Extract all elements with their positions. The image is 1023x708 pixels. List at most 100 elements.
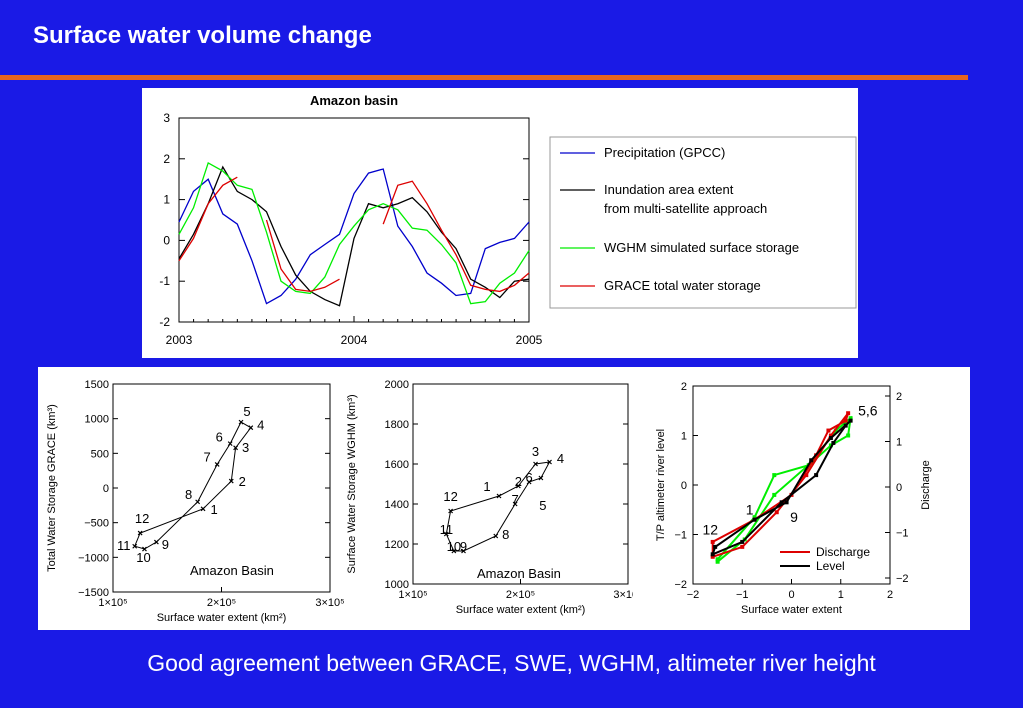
point-label: 7	[204, 449, 211, 464]
series-marker-1	[831, 440, 836, 445]
series-marker-1	[843, 423, 848, 428]
series-marker-0	[710, 554, 715, 559]
y-tick-label: −1	[674, 530, 687, 542]
x-tick-label: 1×10⁵	[398, 589, 427, 601]
point-label: 5,6	[858, 403, 878, 419]
chart-annotation: Amazon Basin	[190, 563, 274, 578]
series-marker-0	[843, 418, 848, 423]
x-tick-label: 1	[838, 589, 844, 601]
x-axis-label: Surface water extent (km²)	[456, 604, 586, 616]
y-tick-label-right: −2	[896, 573, 909, 585]
y-tick-label: 0	[103, 483, 109, 495]
x-tick-label: 3×10⁵	[315, 597, 344, 609]
point-label: 2	[515, 474, 522, 489]
series-marker-1	[809, 458, 814, 463]
y-tick-label: 1000	[385, 579, 409, 591]
point-label: 8	[185, 487, 192, 502]
point-label: 3	[532, 444, 539, 459]
data-point	[248, 425, 254, 431]
y-axis-label: Total Water Storage GRACE (km³)	[46, 404, 58, 572]
point-label: 2	[239, 474, 246, 489]
y-tick-label: 1	[163, 193, 170, 207]
y-tick-label-right: 1	[896, 437, 902, 449]
scatter-panel: 1500 1000 500 0 −500 −1000 −1500 1×10⁵ 2×10⁵ 3×10…	[38, 367, 970, 630]
point-label: 5	[539, 498, 546, 513]
x-tick-label: 2003	[166, 333, 193, 347]
series-marker-1	[752, 517, 757, 522]
y-tick-label: -2	[159, 315, 170, 329]
x-tick-label: 2005	[516, 333, 543, 347]
timeseries-panel: Amazon basin 3 2 1 0 -1 -2 2003 2004 2005 Precipit…	[142, 88, 858, 358]
legend-label-1: Level	[816, 559, 845, 573]
data-point	[227, 441, 233, 447]
trajectory-line	[134, 421, 252, 550]
x-tick-label: 2	[887, 589, 893, 601]
point-label: 9	[162, 537, 169, 552]
y-axis-label: T/P altimeter river level	[655, 429, 667, 541]
series-line-2	[178, 161, 530, 305]
x-tick-label: −1	[736, 589, 749, 601]
y-tick-label: 2	[163, 152, 170, 166]
point-label: 4	[257, 418, 264, 433]
y-tick-label: 1500	[85, 379, 109, 391]
data-point	[233, 445, 239, 451]
point-label: 3	[242, 440, 249, 455]
y-tick-label: 1800	[385, 419, 409, 431]
y-tick-label: 500	[91, 448, 109, 460]
y-tick-label: 3	[163, 111, 170, 125]
y-tick-label: 1400	[385, 499, 409, 511]
point-label: 1	[483, 479, 490, 494]
series-marker-0	[826, 428, 831, 433]
y-tick-label: 2	[681, 381, 687, 393]
data-point	[238, 419, 244, 425]
y-tick-label: −1500	[78, 587, 109, 599]
x-axis-label: Surface water extent (km²)	[157, 612, 287, 624]
data-point	[533, 461, 538, 467]
data-point	[214, 462, 220, 467]
series-marker-2	[846, 433, 851, 438]
data-point	[228, 478, 234, 484]
point-label: 9	[460, 539, 467, 554]
series-line-1	[178, 165, 530, 307]
y-axis-label-right: Discharge	[920, 460, 932, 510]
data-point	[132, 543, 138, 549]
series-marker-1	[784, 500, 789, 505]
point-label: 12	[135, 511, 149, 526]
point-label: 6	[216, 430, 223, 445]
series-marker-1	[779, 500, 784, 505]
series-marker-2	[715, 559, 720, 564]
y-tick-label: 0	[681, 480, 687, 492]
point-label: 8	[502, 527, 509, 542]
series-marker-1	[848, 418, 853, 423]
point-label: 4	[557, 451, 564, 466]
data-point	[142, 546, 147, 552]
y-tick-label: 1000	[85, 414, 109, 426]
series-marker-1	[814, 473, 819, 478]
series-marker-0	[740, 544, 745, 549]
point-label: 10	[447, 539, 461, 554]
point-label: 12	[702, 522, 718, 538]
series-marker-1	[740, 539, 745, 544]
x-tick-label: 2004	[341, 333, 368, 347]
x-tick-label: 1×10⁵	[98, 597, 127, 609]
y-tick-label-right: −1	[896, 528, 909, 540]
chart-annotation: Amazon Basin	[477, 566, 561, 581]
x-tick-label: 2×10⁵	[207, 597, 236, 609]
point-label: 9	[790, 509, 798, 525]
x-axis-label: Surface water extent	[741, 604, 842, 616]
data-point	[512, 501, 518, 507]
data-point	[153, 539, 159, 545]
series-line-0	[178, 168, 530, 305]
series-marker-0	[804, 473, 809, 478]
y-tick-label-right: 2	[896, 391, 902, 403]
data-point	[200, 506, 206, 512]
point-label: 11	[117, 538, 131, 553]
data-point	[448, 508, 454, 514]
data-point	[195, 499, 201, 505]
series-marker-1	[710, 552, 715, 557]
point-label: 11	[440, 522, 454, 537]
series-marker-0	[828, 433, 833, 438]
data-point	[443, 531, 449, 537]
legend-label-0: Precipitation (GPCC)	[604, 145, 725, 160]
